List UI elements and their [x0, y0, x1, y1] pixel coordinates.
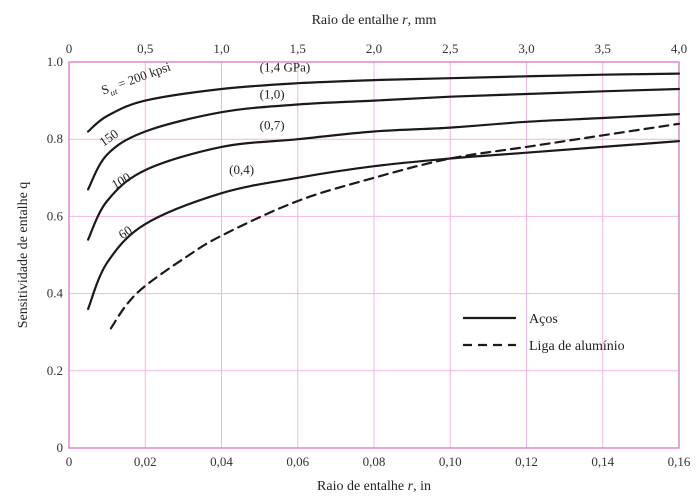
- top-tick-label: 0: [66, 41, 73, 56]
- curve-annotation: 60: [115, 222, 134, 242]
- series-layer: [87, 72, 681, 330]
- curve-annotation: (0,7): [260, 118, 285, 133]
- top-tick-label: 1,5: [290, 41, 306, 56]
- x-axis-title: Raio de entalhe r, in: [317, 479, 431, 494]
- x-tick-label: 0,16: [668, 454, 691, 469]
- top-tick-label: 4,0: [671, 41, 687, 56]
- plot-frame: [68, 61, 680, 449]
- x-tick-label: 0,04: [210, 454, 233, 469]
- legend-label: Aços: [529, 312, 558, 327]
- top-tick-label: 2,5: [442, 41, 458, 56]
- top-tick-label: 2,0: [366, 41, 382, 56]
- x-tick-label: 0,10: [439, 454, 462, 469]
- x-tick-label: 0: [66, 454, 73, 469]
- x-tick-label: 0,14: [591, 454, 614, 469]
- x-tick-label: 0,06: [286, 454, 309, 469]
- x-axis-ticks: 0 0,02 0,04 0,06 0,08 0,10 0,12 0,14 0,16: [66, 454, 691, 469]
- legend: Aços Liga de alumínio: [463, 312, 625, 354]
- top-tick-label: 1,0: [213, 41, 229, 56]
- curve-annotation: (1,0): [260, 87, 285, 102]
- grid-lines: [69, 62, 679, 448]
- top-tick-label: 0,5: [137, 41, 153, 56]
- x-tick-label: 0,12: [515, 454, 538, 469]
- top-tick-label: 3,0: [518, 41, 534, 56]
- top-axis-ticks: 0 0,5 1,0 1,5 2,0 2,5 3,0 3,5 4,0: [66, 41, 687, 56]
- steel-curve-1: [87, 72, 681, 133]
- y-axis-title: Sensitividade de entalhe q: [16, 182, 31, 329]
- curve-annotation: (0,4): [229, 162, 254, 177]
- y-tick-label: 0.6: [47, 208, 64, 223]
- steel-curve-3: [87, 113, 681, 241]
- legend-label: Liga de alumínio: [529, 339, 625, 354]
- curve-annotation: 100: [109, 169, 133, 192]
- y-axis-ticks: 0 0.2 0.4 0.6 0.8 1.0: [47, 54, 64, 455]
- y-tick-label: 0: [57, 440, 64, 455]
- y-tick-label: 0.4: [47, 286, 64, 301]
- top-tick-label: 3,5: [595, 41, 611, 56]
- y-tick-label: 0.2: [47, 363, 63, 378]
- steel-curve-4: [87, 140, 681, 311]
- steel-curve-2: [87, 87, 681, 191]
- top-axis-title: Raio de entalhe r, mm: [312, 13, 437, 28]
- aluminum-curve: [109, 122, 681, 330]
- x-tick-label: 0,02: [134, 454, 157, 469]
- curve-annotation: Sut = 200 kpsi: [99, 59, 174, 101]
- y-tick-label: 0.8: [47, 131, 63, 146]
- x-tick-label: 0,08: [363, 454, 386, 469]
- y-tick-label: 1.0: [47, 54, 63, 69]
- curve-annotation: (1,4 GPa): [260, 60, 311, 75]
